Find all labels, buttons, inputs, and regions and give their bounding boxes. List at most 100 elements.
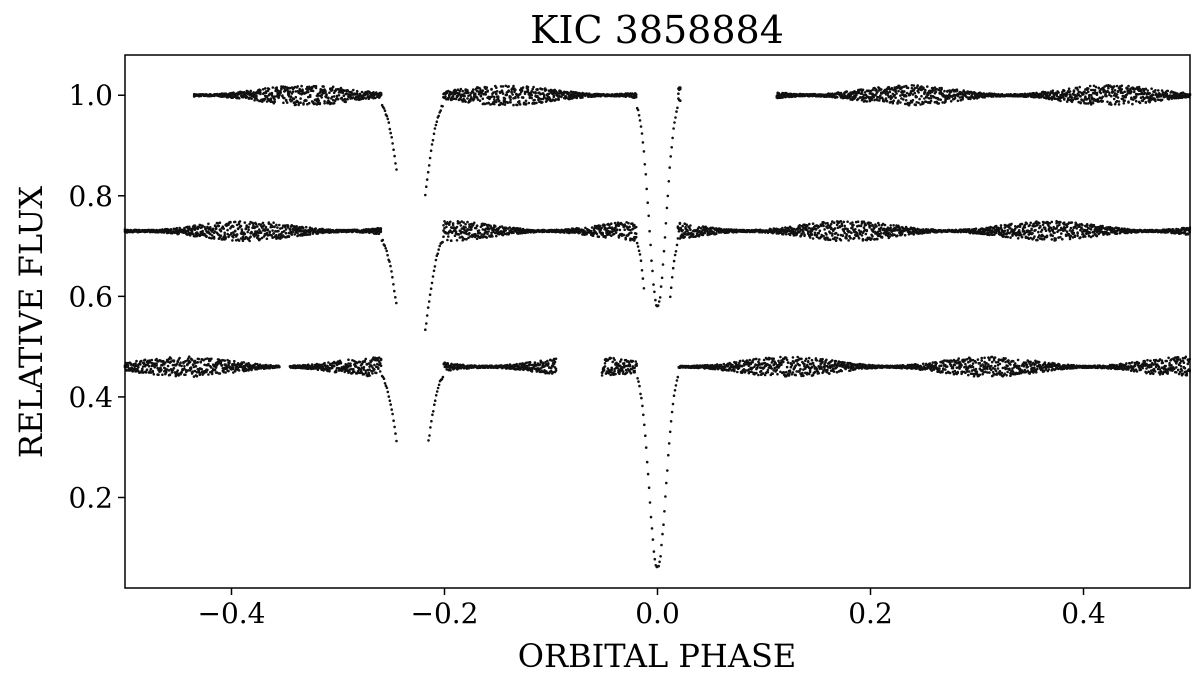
data-point [880, 236, 884, 239]
data-point [289, 95, 293, 99]
data-point [193, 224, 197, 227]
data-point [860, 234, 864, 237]
data-point [273, 95, 277, 98]
data-point [391, 275, 394, 279]
data-point [503, 103, 507, 106]
data-point [637, 249, 641, 253]
data-point [817, 231, 821, 235]
data-point [1160, 98, 1164, 102]
data-point [332, 95, 336, 98]
data-point [447, 98, 450, 101]
data-point [1150, 87, 1153, 90]
data-point [453, 234, 457, 237]
data-point [589, 229, 593, 233]
data-point [630, 231, 633, 235]
data-point [311, 89, 315, 93]
data-point [439, 109, 443, 112]
data-point [1076, 97, 1079, 100]
data-point [523, 90, 527, 94]
data-point [282, 101, 285, 105]
data-point [598, 224, 602, 228]
data-point [961, 96, 964, 99]
data-point [464, 100, 467, 103]
data-point [516, 103, 519, 107]
data-point [452, 97, 456, 101]
chart-title: KIC 3858884 [530, 8, 784, 52]
data-point [271, 86, 275, 89]
data-point [243, 232, 247, 236]
data-point [521, 86, 525, 89]
data-point [1101, 95, 1104, 99]
data-point [610, 222, 613, 225]
data-point [943, 89, 946, 93]
data-point [953, 96, 957, 100]
data-point [247, 225, 250, 229]
data-point [840, 223, 844, 226]
data-point [637, 114, 641, 117]
data-point [507, 85, 511, 88]
data-point [245, 95, 249, 99]
data-point [832, 221, 836, 224]
data-point [470, 228, 473, 231]
data-point [273, 225, 276, 229]
data-point [634, 225, 638, 229]
data-point [284, 228, 288, 231]
data-point [523, 92, 527, 96]
data-point [318, 101, 322, 105]
data-point [879, 232, 883, 235]
data-point [949, 100, 953, 103]
data-point [681, 229, 684, 232]
data-point [679, 87, 682, 91]
data-point [390, 270, 393, 273]
data-point [255, 94, 258, 98]
data-point [614, 231, 618, 234]
data-point [432, 132, 436, 136]
data-point [822, 224, 825, 228]
data-point [301, 89, 304, 92]
data-point [536, 87, 539, 91]
data-point [645, 187, 648, 191]
data-point [870, 237, 873, 240]
data-point [425, 314, 429, 317]
data-point [564, 95, 568, 98]
data-point [633, 223, 636, 227]
data-point [434, 123, 438, 127]
data-point [449, 239, 453, 242]
data-point [1105, 94, 1108, 98]
data-point [276, 226, 279, 229]
data-point [433, 127, 437, 130]
data-point [581, 96, 584, 99]
data-point [495, 234, 498, 238]
data-point [683, 235, 686, 239]
data-point [894, 96, 897, 99]
data-point [652, 283, 655, 286]
data-point [880, 88, 883, 91]
data-point [435, 120, 439, 123]
data-point [934, 90, 938, 94]
data-point [308, 95, 312, 98]
data-point [833, 227, 837, 230]
data-point [431, 138, 435, 142]
data-point [669, 286, 673, 290]
data-point [1057, 91, 1060, 94]
data-point [899, 101, 902, 104]
data-point [475, 96, 479, 99]
data-point [533, 98, 536, 102]
data-point [636, 108, 640, 112]
data-point [1115, 93, 1119, 96]
data-point [314, 86, 318, 90]
data-point [263, 87, 267, 90]
data-point [554, 90, 557, 93]
data-point [284, 231, 288, 235]
data-point [692, 233, 695, 236]
data-point [914, 103, 918, 107]
data-point [1093, 88, 1097, 92]
data-point [1152, 93, 1155, 97]
data-point [441, 105, 444, 108]
data-point [897, 89, 900, 93]
data-point [671, 136, 674, 140]
data-point [430, 281, 434, 285]
data-point [615, 228, 619, 232]
data-point [389, 131, 393, 135]
data-point [388, 260, 391, 263]
